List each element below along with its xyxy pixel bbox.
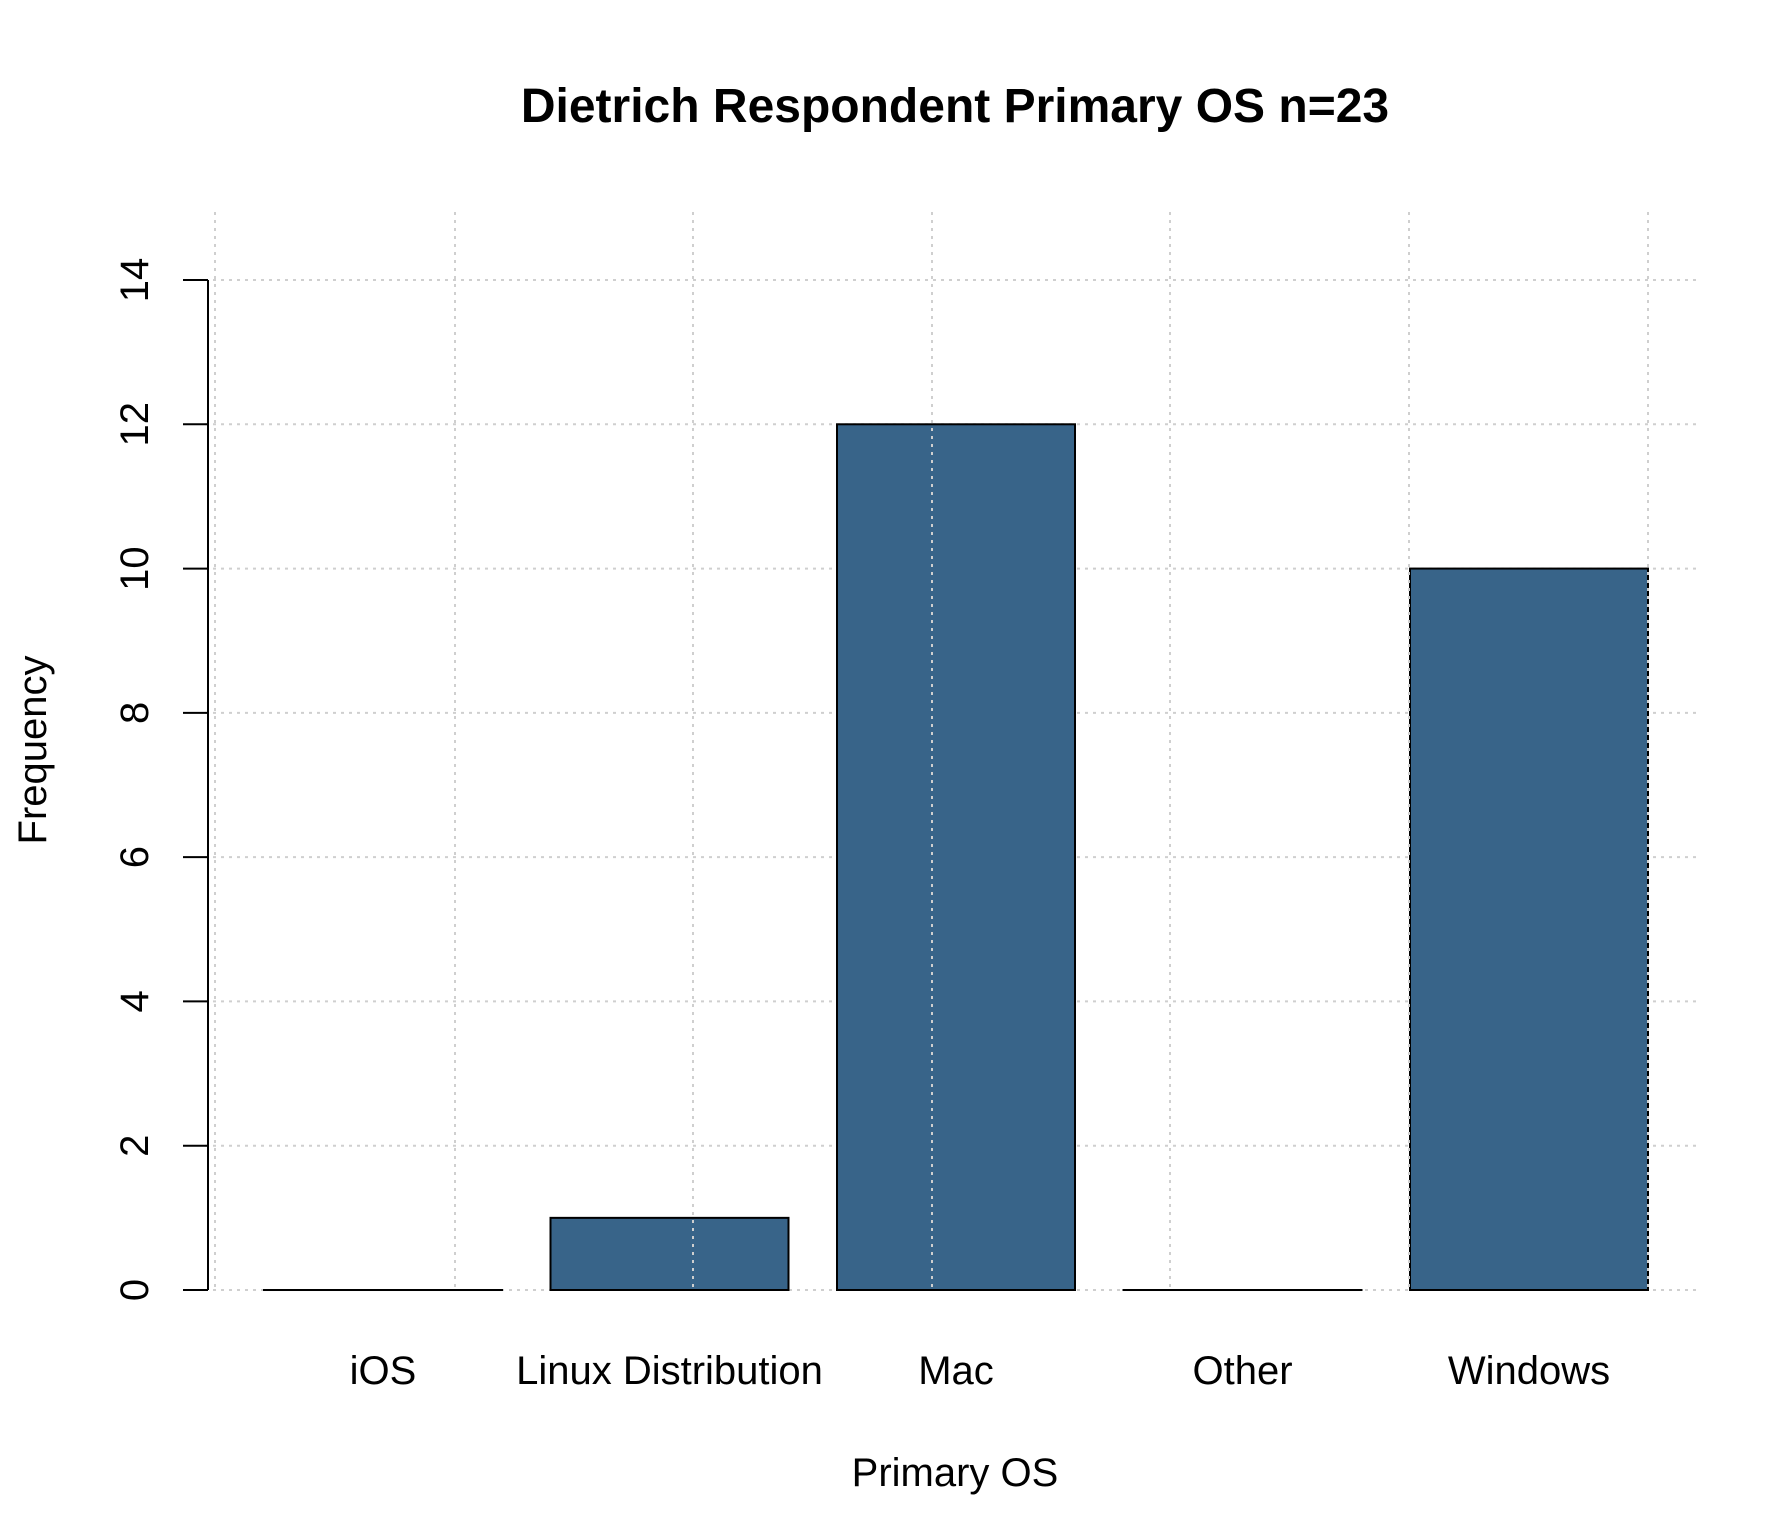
bar-linux-distribution bbox=[549, 1216, 790, 1292]
y-tick-label: 12 bbox=[113, 402, 157, 447]
y-tick-label: 0 bbox=[113, 1279, 157, 1301]
x-category-label: Windows bbox=[1448, 1349, 1610, 1393]
x-category-label: iOS bbox=[350, 1349, 417, 1393]
y-tick-label: 4 bbox=[113, 990, 157, 1012]
y-tick-label: 14 bbox=[113, 258, 157, 303]
y-tick-label: 2 bbox=[113, 1135, 157, 1157]
y-tick-label: 6 bbox=[113, 846, 157, 868]
x-category-label: Other bbox=[1192, 1349, 1292, 1393]
vertical-grid-layer bbox=[214, 212, 1649, 1290]
x-category-label: Mac bbox=[918, 1349, 994, 1393]
y-tick-label: 10 bbox=[113, 546, 157, 591]
bar-windows bbox=[1409, 567, 1649, 1291]
category-labels: iOS Linux Distribution Mac Other Windows bbox=[350, 1349, 1610, 1393]
bar-mac bbox=[836, 423, 1076, 1291]
bars-layer bbox=[263, 423, 1649, 1292]
y-axis: 0 2 4 6 8 10 12 14 bbox=[113, 258, 209, 1301]
x-category-label: Linux Distribution bbox=[516, 1349, 823, 1393]
y-axis-title: Frequency bbox=[11, 656, 55, 845]
chart-title: Dietrich Respondent Primary OS n=23 bbox=[521, 80, 1389, 133]
y-tick-label: 8 bbox=[113, 702, 157, 724]
x-axis-title: Primary OS bbox=[852, 1451, 1059, 1495]
